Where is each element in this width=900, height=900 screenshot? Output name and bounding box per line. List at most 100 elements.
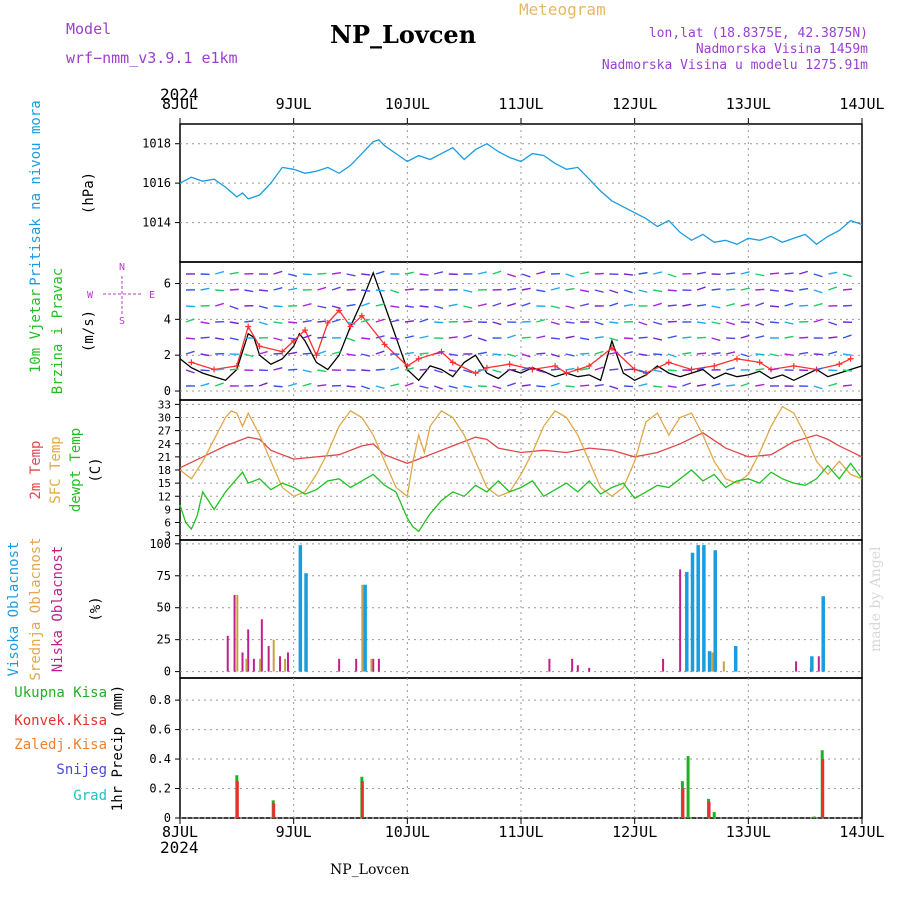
bar-cloud_low (795, 661, 798, 672)
gust-marker (586, 362, 593, 369)
y-tick-label: 21 (158, 451, 171, 464)
compass-south: S (119, 316, 125, 327)
wind-barb (594, 289, 604, 293)
wind-barb (302, 369, 312, 373)
precip-legend-item: Konvek.Kisa (14, 713, 107, 729)
bar-cloud_mid (259, 658, 262, 672)
wind-barb (419, 385, 429, 389)
wind-barb (448, 353, 458, 357)
wind-barb (302, 319, 312, 323)
wind-barb (521, 302, 531, 307)
wind-barb (769, 272, 780, 275)
wind-barb (346, 337, 356, 342)
wind-barb (580, 271, 590, 275)
bar-cloud_low (817, 656, 820, 672)
bar-precip_total (812, 816, 816, 818)
wind-barb (740, 303, 750, 307)
wind-barb (711, 352, 721, 355)
y-tick-label: 2 (164, 348, 171, 362)
wind-barb (536, 318, 546, 323)
wind-barb (594, 350, 604, 355)
wind-barb (711, 321, 721, 325)
wind-barb (842, 334, 852, 339)
wind-barb (507, 287, 517, 291)
wind-barb (653, 337, 663, 341)
wind-barb (448, 303, 458, 307)
wind-barb (594, 384, 604, 387)
wind-barb (404, 335, 414, 339)
wind-barb (594, 321, 604, 326)
wind-barb (317, 286, 327, 291)
bar-cloud_low (571, 658, 574, 672)
wind-barb (521, 287, 531, 291)
bar-cloud_mid (284, 658, 287, 672)
wind-barb (565, 305, 575, 309)
altitude-label: Nadmorska Visina 1459m (695, 42, 868, 57)
bar-cloud_high (690, 552, 695, 672)
wind-barb (433, 385, 443, 390)
series-line-dewpt (179, 462, 863, 533)
x-tick-label-bottom: 8JUL (162, 823, 198, 841)
x-tick-label-top: 11JUL (498, 95, 543, 113)
wind-barb (492, 302, 502, 307)
bar-precip_conv (272, 803, 276, 818)
wind-barb (317, 272, 327, 275)
gust-marker (529, 366, 536, 373)
wind-barb (828, 351, 838, 355)
wind-barb (375, 303, 385, 307)
wind-barb (813, 318, 823, 323)
wind-barb (550, 353, 560, 358)
wind-barb (361, 289, 371, 292)
compass-cross (103, 276, 142, 316)
gust-marker (233, 362, 240, 369)
wind-barb (317, 369, 327, 373)
wind-barb (594, 336, 604, 339)
x-tick-label-top: 12JUL (612, 95, 657, 113)
y-tick-label: 27 (158, 425, 171, 438)
wind-barb (638, 271, 648, 275)
wind-barb (696, 321, 707, 324)
wind-barb (682, 351, 692, 355)
wind-barb (682, 336, 692, 339)
wind-barb (390, 383, 400, 387)
gust-marker (665, 359, 672, 366)
wind-barb (273, 352, 283, 355)
wind-barb (580, 289, 590, 293)
wind-barb (463, 289, 473, 293)
wind-barb (288, 368, 298, 371)
wind-barb (769, 321, 780, 324)
wind-barb (769, 353, 779, 357)
y-tick-label: 15 (158, 477, 171, 490)
wind-barb (273, 305, 283, 308)
wind-barb (521, 353, 531, 358)
bar-cloud_low (226, 635, 229, 672)
y-tick-label: 12 (158, 490, 171, 503)
gust-marker (245, 323, 252, 330)
wind-barb (726, 384, 736, 387)
bar-cloud_low (252, 658, 255, 672)
y-tick-label: 0 (164, 665, 171, 679)
bar-cloud_high (707, 651, 712, 672)
wind-barb (346, 273, 356, 277)
dewpt-axis-label: dewpt Temp (68, 428, 84, 512)
gust-marker (472, 370, 479, 377)
model-altitude-label: Nadmorska Visina u modelu 1275.91m (601, 58, 868, 73)
wind-barb (565, 273, 575, 278)
wind-barb (726, 303, 736, 307)
wind-barb (828, 336, 838, 339)
gust-marker (506, 361, 513, 368)
wind-barb (375, 335, 385, 339)
wind-barb (799, 336, 809, 339)
wind-barb (273, 287, 283, 291)
wind-barb (200, 382, 210, 387)
gust-marker (404, 362, 411, 369)
wind-barb (200, 287, 210, 291)
cloud-low-axis-label: Niska Oblacnost (50, 546, 66, 672)
wind-barb (317, 320, 327, 323)
wind-barb (346, 303, 356, 307)
y-tick-label: 0.4 (149, 752, 171, 766)
wind-barb (638, 289, 648, 293)
wind-barb (623, 289, 633, 294)
wind-barb (434, 351, 444, 355)
wind-barb (667, 335, 677, 339)
